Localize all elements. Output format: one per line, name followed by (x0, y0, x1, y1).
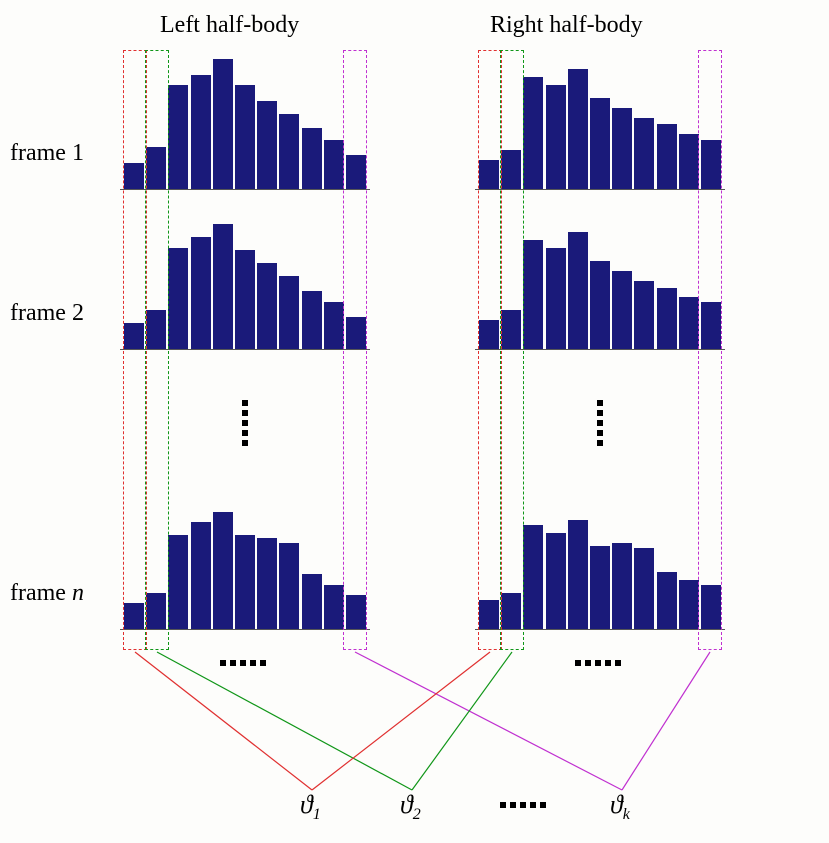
bar (213, 224, 233, 349)
theta-1: ϑ1 (300, 790, 321, 824)
bar (657, 288, 677, 349)
chart-left-1 (120, 60, 370, 190)
bar (235, 85, 255, 189)
bar (168, 85, 188, 189)
bar (302, 128, 322, 189)
bar (701, 140, 721, 189)
bar (634, 281, 654, 349)
bar (124, 323, 144, 349)
row-label-2: frame 2 (10, 300, 84, 327)
bar (302, 574, 322, 629)
bar (679, 297, 699, 349)
bar (146, 310, 166, 349)
row-label-n: frame n (10, 580, 84, 607)
bar (634, 548, 654, 629)
bar (523, 525, 543, 629)
bar (257, 101, 277, 189)
bar (679, 580, 699, 629)
bar (568, 69, 588, 189)
ellipsis-right-vert (597, 400, 603, 446)
bar (479, 160, 499, 189)
bar (168, 535, 188, 629)
bar (701, 302, 721, 349)
bar (124, 163, 144, 189)
bar (235, 250, 255, 349)
chart-left-2 (120, 220, 370, 350)
bar (479, 600, 499, 629)
bar (146, 593, 166, 629)
col-header-right: Right half-body (490, 12, 643, 39)
bar (191, 522, 211, 629)
bar (546, 248, 566, 349)
chart-left-n (120, 500, 370, 630)
bar (679, 134, 699, 189)
bar (634, 118, 654, 190)
bar (213, 59, 233, 189)
bar (590, 98, 610, 189)
ellipsis-left-vert (242, 400, 248, 446)
bar (235, 535, 255, 629)
bar (612, 271, 632, 349)
bar (546, 85, 566, 189)
diagram-root: { "layout": { "width": 829, "height": 84… (0, 0, 829, 843)
bar (701, 585, 721, 629)
bar (257, 263, 277, 349)
bar (146, 147, 166, 189)
bar (568, 232, 588, 349)
bar (302, 291, 322, 350)
bar (213, 512, 233, 629)
bar (479, 320, 499, 349)
bar (191, 237, 211, 349)
ellipsis-right-horiz (575, 660, 621, 666)
bar (191, 75, 211, 189)
bar (590, 546, 610, 629)
chart-right-2 (475, 220, 725, 350)
ellipsis-left-horiz (220, 660, 266, 666)
bar (501, 593, 521, 629)
bar (324, 140, 344, 189)
bar (324, 585, 344, 629)
bar (501, 150, 521, 189)
bar (501, 310, 521, 349)
theta-2: ϑ2 (400, 790, 421, 824)
chart-right-n (475, 500, 725, 630)
bar (346, 317, 366, 350)
bar (346, 155, 366, 189)
bar (124, 603, 144, 629)
bar (612, 543, 632, 629)
bar (568, 520, 588, 629)
bar (279, 276, 299, 349)
row-label-1: frame 1 (10, 140, 84, 167)
bar (168, 248, 188, 349)
chart-right-1 (475, 60, 725, 190)
theta-ellipsis (500, 802, 546, 808)
bar (279, 543, 299, 629)
bar (279, 114, 299, 189)
bar (346, 595, 366, 629)
bar (590, 261, 610, 349)
bar (612, 108, 632, 189)
bar (523, 240, 543, 349)
bar (657, 572, 677, 629)
bar (657, 124, 677, 189)
bar (546, 533, 566, 629)
col-header-left: Left half-body (160, 12, 299, 39)
theta-k: ϑk (610, 790, 630, 824)
bar (324, 302, 344, 349)
bar (257, 538, 277, 629)
bar (523, 77, 543, 189)
